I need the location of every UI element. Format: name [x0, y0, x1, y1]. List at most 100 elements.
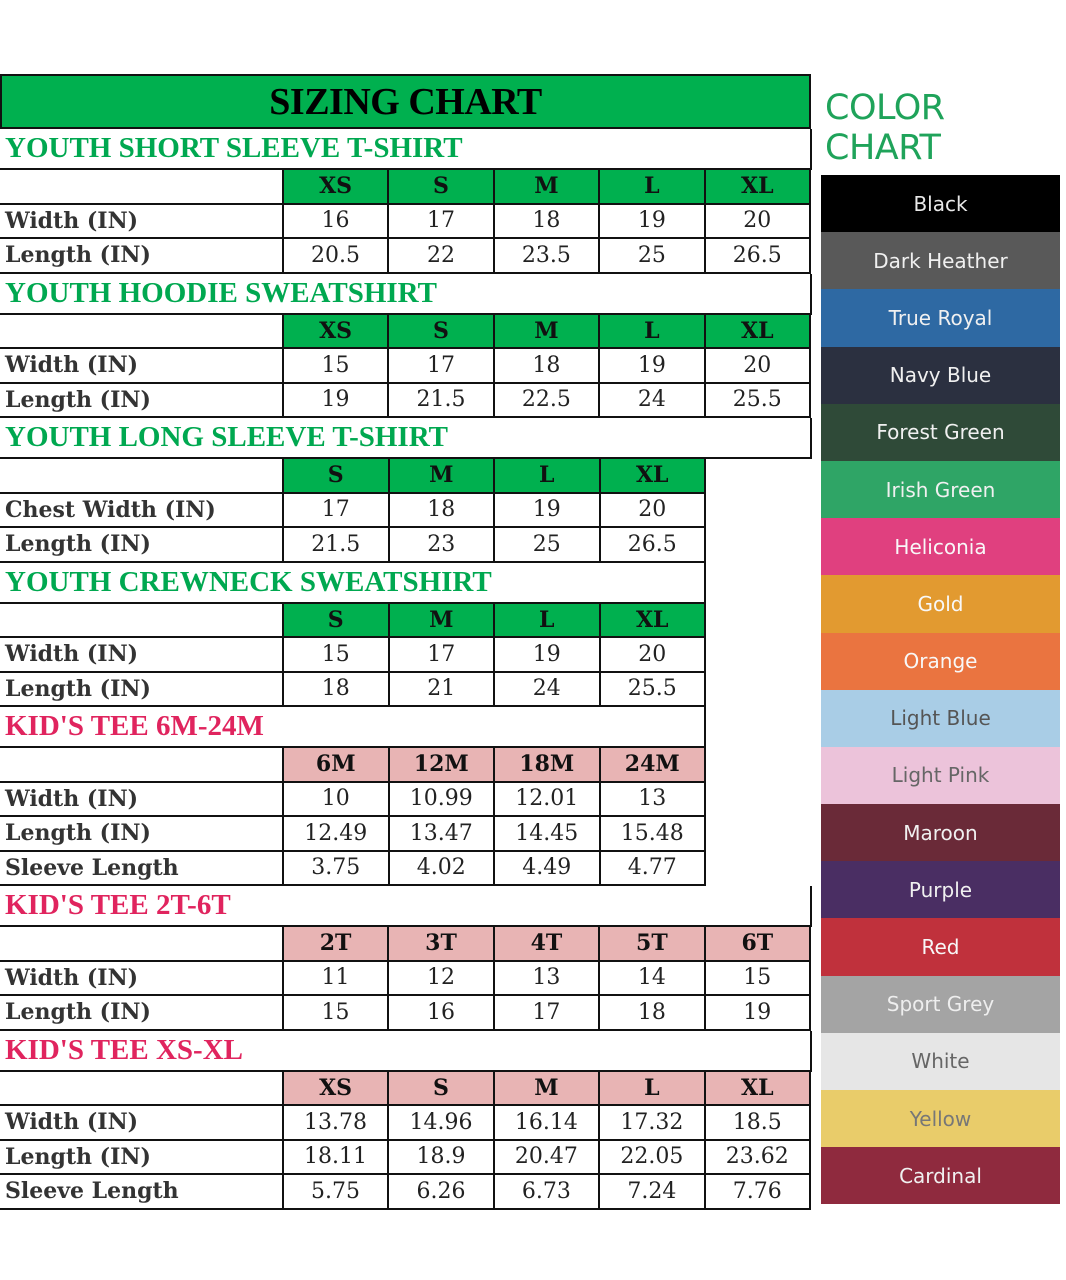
table-row: Width (IN) 10 10.99 12.01 13: [0, 782, 811, 817]
cell-value: 20: [705, 349, 812, 384]
table-row: Sleeve Length 5.75 6.26 6.73 7.24 7.76: [0, 1175, 812, 1210]
color-swatch: White: [821, 1032, 1060, 1090]
table-row: Length (IN) 15 16 17 18 19: [0, 996, 812, 1031]
cell-value: 17.32: [600, 1106, 706, 1141]
cell-value: 4.49: [495, 851, 601, 886]
cell-value: 25.5: [600, 672, 706, 707]
cell-value: 5.75: [283, 1175, 390, 1210]
size-header: S: [389, 314, 495, 349]
cell-value: 7.24: [600, 1175, 706, 1210]
cell-value: 12: [389, 961, 495, 996]
section-title: YOUTH SHORT SLEEVE T-SHIRT: [0, 129, 812, 170]
color-swatch: Navy Blue: [821, 346, 1060, 404]
size-header: S: [389, 1071, 495, 1106]
size-header: 2T: [283, 927, 390, 962]
cell-value: 14.96: [389, 1106, 495, 1141]
section-title: YOUTH HOODIE SWEATSHIRT: [0, 273, 812, 315]
size-header: S: [389, 170, 495, 205]
row-label: Length (IN): [0, 996, 284, 1031]
cell-value: 25.5: [705, 383, 812, 418]
color-swatch: Gold: [821, 575, 1060, 633]
size-header: 4T: [494, 927, 601, 962]
cell-value: 12.01: [495, 782, 601, 817]
header-blank: [0, 603, 284, 638]
row-label: Length (IN): [0, 1140, 284, 1175]
size-header: XS: [283, 1071, 390, 1106]
size-header: L: [495, 459, 601, 494]
cell-value: 21.5: [389, 383, 495, 418]
size-section: KID'S TEE XS-XL XS S M L XL Width (IN) 13.78 14.…: [0, 1030, 812, 1210]
cell-value: 7.76: [705, 1175, 812, 1210]
size-header: M: [389, 603, 495, 638]
cell-value: 26.5: [705, 239, 812, 274]
color-swatch: Light Blue: [821, 689, 1060, 747]
cell-value: 15: [283, 996, 390, 1031]
header-blank: [0, 170, 284, 205]
size-header-row: XS S M L XL: [0, 314, 812, 349]
header-blank: [0, 459, 284, 494]
cell-value: 21.5: [284, 528, 390, 563]
row-label: Length (IN): [0, 672, 284, 707]
cell-value: 15: [284, 638, 390, 673]
table-row: Length (IN) 20.5 22 23.5 25 26.5: [0, 239, 812, 274]
size-header: L: [600, 170, 706, 205]
cell-value: 22: [389, 239, 495, 274]
cell-value: 20: [705, 204, 812, 239]
row-label: Length (IN): [0, 528, 284, 563]
section-title: KID'S TEE 2T-6T: [0, 886, 812, 927]
size-header: 3T: [389, 927, 495, 962]
table-row: Length (IN) 12.49 13.47 14.45 15.48: [0, 817, 811, 852]
cell-value: 13: [600, 782, 706, 817]
size-header: 5T: [600, 927, 706, 962]
color-swatch: Yellow: [821, 1090, 1060, 1148]
size-header-row: S M L XL: [0, 603, 811, 638]
cell-value: 18: [494, 204, 601, 239]
size-header: XL: [600, 603, 706, 638]
cell-value: 25: [495, 528, 601, 563]
row-label: Width (IN): [0, 638, 284, 673]
section-title: KID'S TEE XS-XL: [0, 1030, 812, 1072]
color-swatch: Heliconia: [821, 518, 1060, 576]
cell-value: 23: [389, 528, 495, 563]
size-header: XL: [705, 1071, 812, 1106]
cell-value: 18: [494, 349, 601, 384]
table-row: Sleeve Length 3.75 4.02 4.49 4.77: [0, 851, 811, 886]
size-header: L: [600, 1071, 706, 1106]
row-label: Width (IN): [0, 961, 284, 996]
cell-value: 18.11: [283, 1140, 390, 1175]
size-section: KID'S TEE 2T-6T 2T 3T 4T 5T 6T Width (IN) 11 12 1…: [0, 886, 812, 1031]
row-label: Length (IN): [0, 817, 284, 852]
table-row: Length (IN) 19 21.5 22.5 24 25.5: [0, 383, 812, 418]
color-swatch: Cardinal: [821, 1147, 1060, 1205]
color-swatch: Maroon: [821, 804, 1060, 862]
table-row: Width (IN) 13.78 14.96 16.14 17.32 18.5: [0, 1106, 812, 1141]
size-header-row: 2T 3T 4T 5T 6T: [0, 927, 812, 962]
cell-value: 6.26: [389, 1175, 495, 1210]
size-section: YOUTH CREWNECK SWEATSHIRT S M L XL Width (IN)…: [0, 562, 811, 707]
color-swatch: True Royal: [821, 289, 1060, 347]
size-header: S: [284, 603, 390, 638]
cell-value: 17: [389, 349, 495, 384]
size-header: XS: [283, 170, 390, 205]
cell-value: 19: [495, 493, 601, 528]
color-swatch: Light Pink: [821, 746, 1060, 805]
color-swatch: Sport Grey: [821, 975, 1060, 1033]
size-header: 6M: [284, 748, 390, 783]
cell-value: 13.47: [389, 817, 495, 852]
row-label: Length (IN): [0, 383, 284, 418]
color-swatch: Black: [821, 175, 1060, 233]
section-title: YOUTH CREWNECK SWEATSHIRT: [0, 562, 706, 604]
cell-value: 19: [705, 996, 812, 1031]
row-label: Sleeve Length: [0, 851, 284, 886]
table-row: Length (IN) 18 21 24 25.5: [0, 672, 811, 707]
table-row: Chest Width (IN) 17 18 19 20: [0, 493, 811, 528]
size-header: M: [494, 170, 601, 205]
color-swatch: Orange: [821, 632, 1060, 690]
cell-value: 14.45: [495, 817, 601, 852]
cell-value: 16.14: [494, 1106, 601, 1141]
cell-value: 24: [600, 383, 706, 418]
size-header: M: [389, 459, 495, 494]
cell-value: 21: [389, 672, 495, 707]
cell-value: 13: [494, 961, 601, 996]
cell-value: 25: [600, 239, 706, 274]
